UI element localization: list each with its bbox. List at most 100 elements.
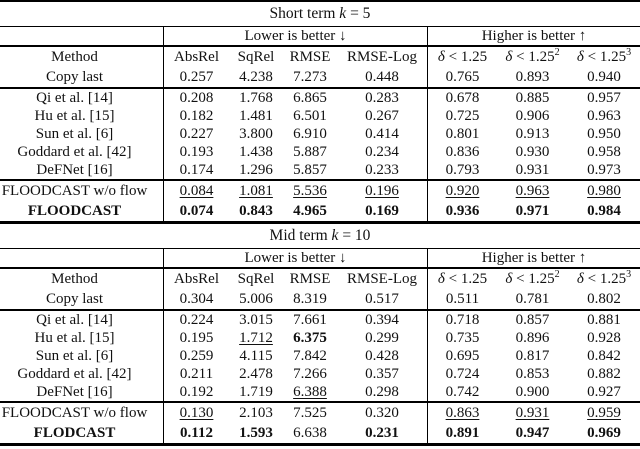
col-header-sqrel: SqRel	[237, 271, 275, 287]
table-row: Qi et al. [14] 0.224 3.015 7.661 0.394 0.718 0…	[0, 311, 640, 329]
column-header-row: Method AbsRel SqRel RMSE RMSE-Log δ < 1.…	[0, 269, 640, 289]
value-cell: 0.957	[587, 90, 621, 106]
value-cell: 0.718	[427, 311, 497, 329]
delta-exponent: 3	[626, 47, 632, 58]
delta-threshold: < 1.25	[444, 271, 488, 287]
value-cell: 0.678	[427, 89, 497, 107]
value-cell: 7.842	[293, 348, 327, 364]
value-cell: 0.192	[163, 383, 229, 401]
delta-symbol: δ	[576, 271, 584, 287]
value-cell: 0.793	[427, 161, 497, 179]
table-body: Qi et al. [14] 0.224 3.015 7.661 0.394 0.718 0…	[0, 311, 640, 401]
value-cell: 0.913	[515, 126, 550, 142]
value-cell: 0.511	[427, 289, 497, 309]
method-cell: Goddard et al. [42]	[17, 366, 132, 382]
value-cell: 0.224	[163, 311, 229, 329]
table-row: FLOODCAST 0.074 0.843 4.965 0.169 0.936 0.971 0…	[0, 201, 640, 221]
table-row: FLOODCAST w/o flow 0.130 2.103 7.525 0.320 0.…	[0, 403, 640, 423]
value-cell: 5.536	[293, 183, 327, 199]
delta-symbol: δ	[437, 271, 445, 287]
value-cell: 0.971	[515, 203, 550, 219]
value-cell: 4.238	[239, 69, 273, 85]
delta-symbol: δ	[437, 49, 445, 65]
value-cell: 0.304	[163, 289, 229, 309]
col-header-delta-2: δ < 1.252	[497, 47, 568, 67]
value-cell: 0.257	[163, 67, 229, 87]
value-cell: 0.781	[515, 291, 550, 307]
delta-symbol: δ	[576, 49, 584, 65]
delta-exponent: 2	[554, 47, 560, 58]
value-cell: 1.438	[239, 144, 273, 160]
group-header-row: Lower is better ↓ Higher is better ↑	[0, 27, 640, 45]
col-header-rmse: RMSE	[289, 271, 331, 287]
table-row: Hu et al. [15] 0.182 1.481 6.501 0.267 0.725 0…	[0, 107, 640, 125]
delta-threshold: < 1.25	[583, 49, 627, 65]
value-cell: 0.227	[163, 125, 229, 143]
divider	[0, 309, 640, 311]
value-cell: 0.931	[515, 405, 550, 421]
divider	[0, 45, 640, 47]
table-title: Mid term k = 10	[0, 224, 640, 248]
value-cell: 5.857	[293, 162, 327, 178]
value-cell: 0.283	[365, 90, 399, 106]
value-cell: 0.893	[515, 69, 550, 85]
value-cell: 0.517	[365, 291, 399, 307]
table-body: Qi et al. [14] 0.208 1.768 6.865 0.283 0.678 0…	[0, 89, 640, 179]
value-cell: 0.182	[163, 107, 229, 125]
value-cell: 1.296	[239, 162, 273, 178]
value-cell: 6.910	[293, 126, 327, 142]
value-cell: 0.414	[365, 126, 399, 142]
value-cell: 0.950	[587, 126, 621, 142]
method-column-header: Method	[51, 49, 98, 65]
value-cell: 0.208	[163, 89, 229, 107]
col-header-sqrel: SqRel	[237, 49, 275, 65]
value-cell: 0.112	[163, 423, 229, 443]
table-row: Goddard et al. [42] 0.193 1.438 5.887 0.234 0…	[0, 143, 640, 161]
col-header-delta-1: δ < 1.25	[427, 47, 497, 67]
value-cell: 1.481	[239, 108, 273, 124]
value-cell: 0.928	[587, 330, 621, 346]
value-cell: 5.887	[293, 144, 327, 160]
value-cell: 0.969	[587, 425, 621, 441]
value-cell: 7.525	[293, 405, 327, 421]
value-cell: 0.885	[515, 90, 550, 106]
method-cell: FLOODCAST	[27, 203, 122, 219]
value-cell: 1.081	[239, 183, 273, 199]
value-cell: 0.882	[587, 366, 621, 382]
divider	[0, 221, 640, 224]
value-cell: 0.896	[515, 330, 550, 346]
value-cell: 0.947	[515, 425, 550, 441]
value-cell: 0.448	[365, 69, 399, 85]
table-row: FLOODCAST w/o flow 0.084 1.081 5.536 0.196 0.…	[0, 181, 640, 201]
method-cell: Sun et al. [6]	[35, 348, 114, 364]
value-cell: 0.193	[163, 143, 229, 161]
value-cell: 7.661	[293, 312, 327, 328]
value-cell: 0.940	[587, 69, 621, 85]
value-cell: 0.174	[163, 161, 229, 179]
value-cell: 8.319	[293, 291, 327, 307]
table-title-text: = 10	[338, 227, 371, 244]
method-cell: FLOODCAST w/o flow	[1, 183, 148, 199]
value-cell: 0.963	[515, 183, 550, 199]
value-cell: 0.725	[427, 107, 497, 125]
value-cell: 1.719	[239, 384, 273, 400]
value-cell: 0.231	[365, 425, 399, 441]
table-row: Hu et al. [15] 0.195 1.712 6.375 0.299 0.735 0…	[0, 329, 640, 347]
method-cell: FLOODCAST w/o flow	[1, 405, 148, 421]
value-cell: 0.836	[427, 143, 497, 161]
value-cell: 2.478	[239, 366, 273, 382]
value-cell: 0.742	[427, 383, 497, 401]
value-cell: 0.853	[515, 366, 550, 382]
baseline-row: Copy last 0.304 5.006 8.319 0.517 0.511 …	[0, 289, 640, 309]
value-cell: 0.920	[427, 181, 497, 201]
divider	[0, 87, 640, 89]
table-row: Sun et al. [6] 0.259 4.115 7.842 0.428 0.695 0…	[0, 347, 640, 365]
method-cell: DeFNet [16]	[36, 162, 113, 178]
table-highlight-body: FLOODCAST w/o flow 0.130 2.103 7.525 0.320 0.…	[0, 403, 640, 443]
value-cell: 0.881	[587, 312, 621, 328]
col-header-rmse-log: RMSE-Log	[346, 49, 417, 65]
value-cell: 0.259	[163, 347, 229, 365]
value-cell: 0.891	[427, 423, 497, 443]
value-cell: 0.074	[163, 201, 229, 221]
